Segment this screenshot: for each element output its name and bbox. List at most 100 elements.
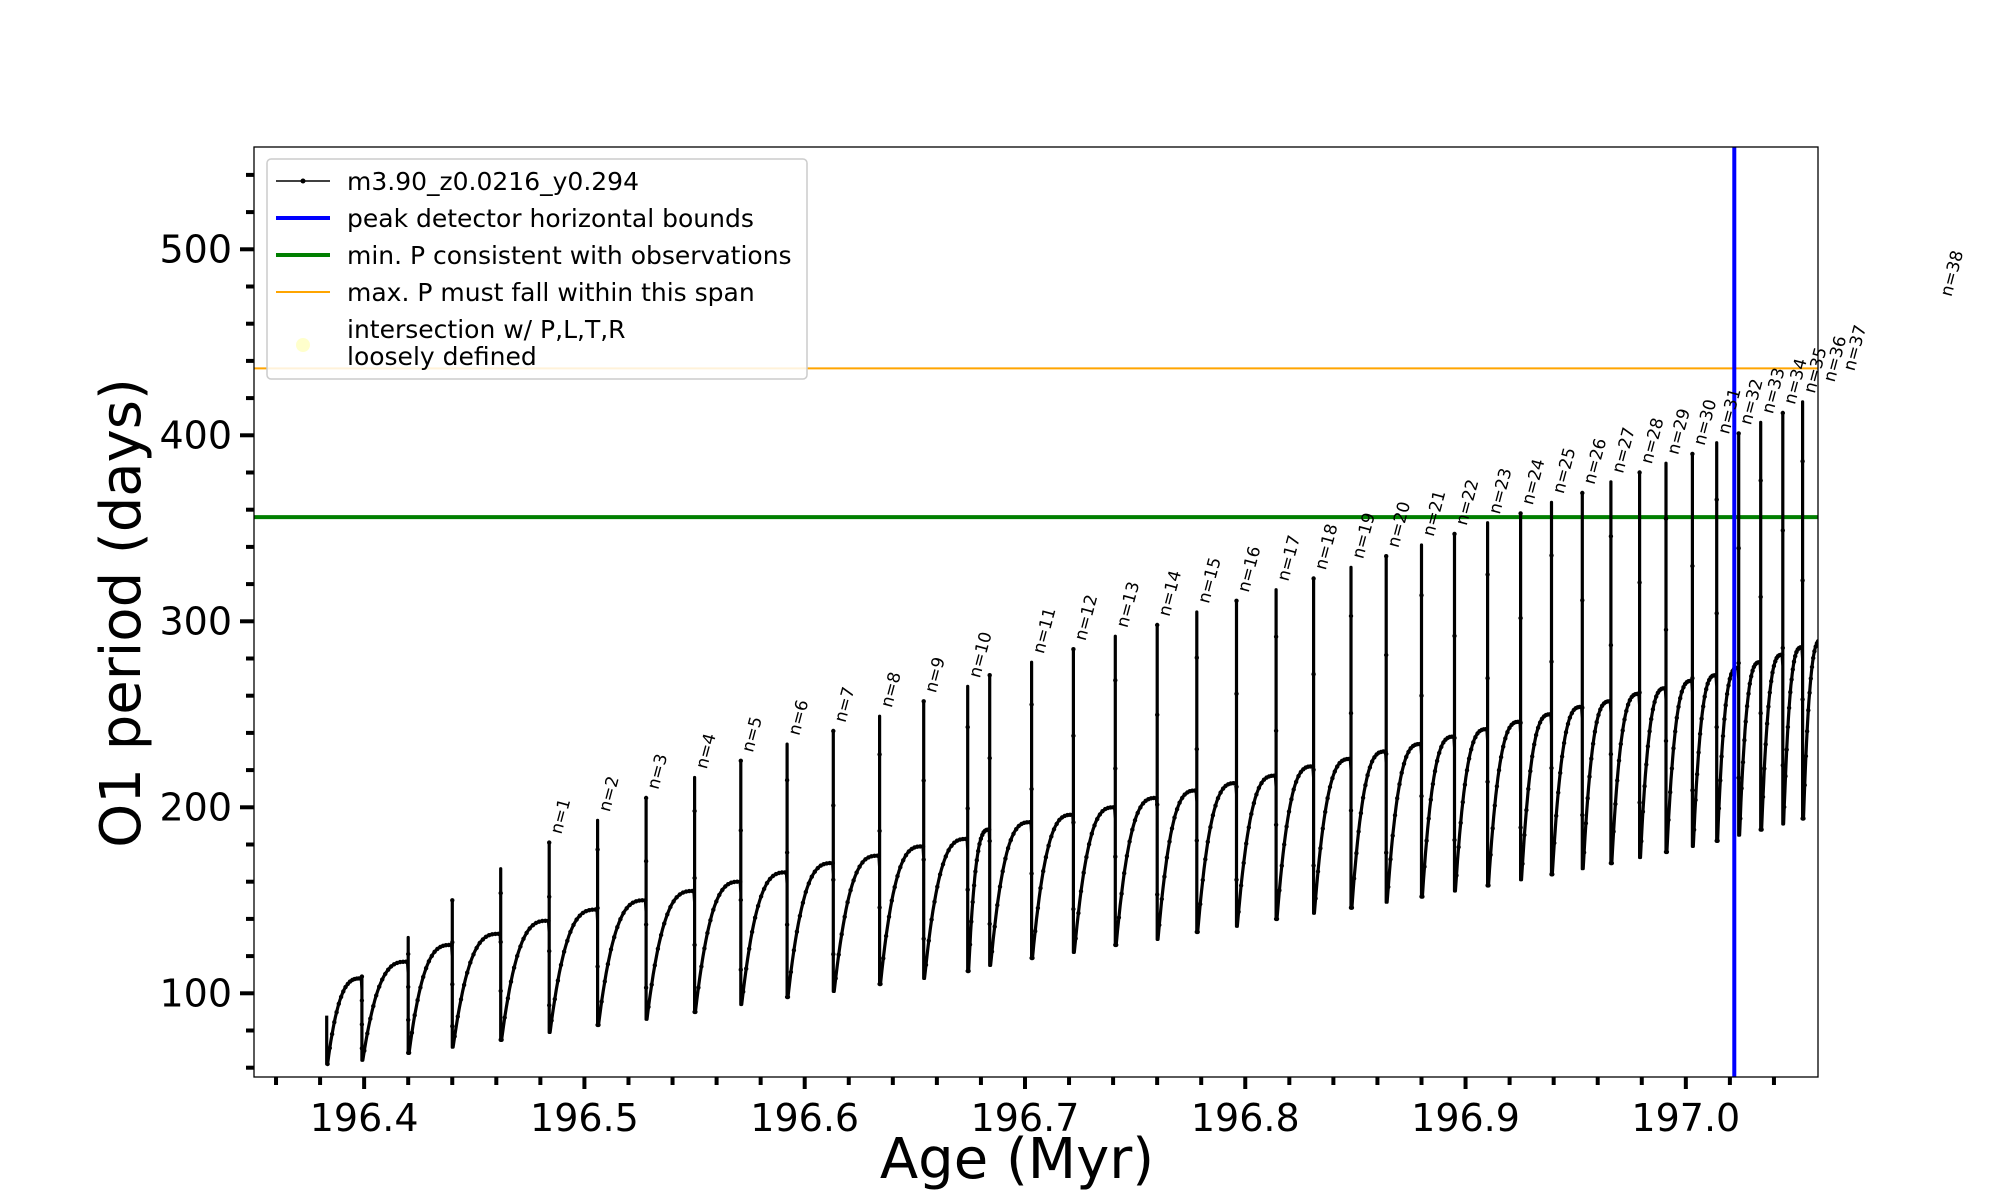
legend-label: m3.90_z0.0216_y0.294 [347,167,639,196]
series-point [325,1061,330,1067]
series-point [1390,833,1395,838]
series-point [461,982,467,988]
series-point [599,999,604,1004]
series-point [668,904,673,910]
series-point [833,976,838,981]
series-point [1399,770,1404,775]
series-point [465,970,470,975]
series-point [1289,797,1294,802]
series-point [498,939,503,945]
series-point [1097,812,1103,817]
series-point [1335,764,1340,769]
series-point [1736,775,1741,780]
series-point [423,966,429,971]
series-point [1780,645,1786,651]
series-point [1720,733,1726,739]
series-point [1705,681,1710,686]
series-point [1363,783,1368,788]
series-point [965,806,970,811]
series-point [714,899,719,904]
series-point [468,960,473,965]
series-point [671,899,676,904]
series-point [1644,762,1649,767]
series-point [406,984,411,990]
series-point [496,931,501,936]
series-point [965,887,970,892]
series-point [1397,782,1402,787]
series-point [1086,842,1092,847]
series-point [937,872,943,877]
series-point [1460,799,1466,805]
series-point [409,1030,415,1035]
x-tick-label: 196.5 [530,1096,639,1140]
series-point [1788,690,1793,695]
series-point [547,1003,552,1008]
series-point [505,996,511,1001]
series-point [1690,788,1695,793]
series-point [1625,702,1631,707]
series-point [1273,634,1279,639]
series-point [923,962,929,968]
series-point [1167,839,1172,844]
legend-label: peak detector horizontal bounds [347,204,754,233]
series-point [343,984,348,990]
series-point [1246,825,1252,830]
series-point [1811,655,1816,661]
series-point [1419,593,1424,598]
series-point [1384,751,1389,757]
series-point [764,880,770,886]
series-point [1780,528,1786,533]
series-point [1046,843,1051,848]
legend-entry: peak detector horizontal bounds [276,204,754,233]
series-point [738,758,743,763]
series-point [1750,668,1755,673]
legend-marker [296,338,310,352]
series-point [1580,490,1585,496]
series-point [1332,769,1338,774]
series-point [1241,860,1246,866]
series-point [415,998,420,1003]
series-point [860,860,865,865]
series-point [1293,779,1299,785]
series-point [1054,821,1059,827]
series-point [1439,744,1444,750]
series-point [1554,813,1559,818]
series-point [1782,804,1787,810]
series-point [1565,721,1571,727]
series-point [1349,905,1355,910]
series-point [406,1050,412,1056]
series-point [336,1001,341,1006]
series-point [920,844,926,849]
series-point [1041,869,1046,874]
series-point [1654,694,1659,699]
series-point [1492,803,1498,808]
series-point [1637,470,1642,475]
series-point [1430,781,1436,787]
series-point [595,964,600,969]
series-point [1596,712,1601,718]
series-point [1483,727,1489,732]
series-point [1736,431,1741,436]
series-point [1162,874,1167,879]
series-point [1757,660,1762,665]
series-point [1615,778,1620,783]
series-point [1674,715,1680,720]
series-point [892,884,897,890]
series-point [602,979,607,984]
series-point [809,874,814,879]
series-point [987,755,992,761]
series-point [1747,681,1753,686]
series-point [1029,871,1034,876]
series-point [1666,817,1671,823]
series-point [1081,870,1086,875]
series-point [1274,916,1280,922]
series-point [848,888,853,893]
series-point [1696,750,1701,755]
series-point [785,994,791,1000]
series-point [1330,776,1335,781]
series-point [881,956,886,961]
series-point [1780,763,1786,768]
series-point [543,918,548,923]
series-point [677,892,682,897]
